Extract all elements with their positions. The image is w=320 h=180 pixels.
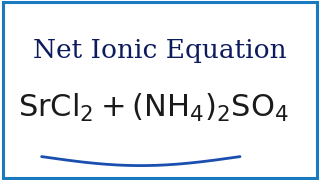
Text: Net Ionic Equation: Net Ionic Equation [33,38,287,63]
Text: $\mathrm{SrCl_2 + (NH_4)_2SO_4}$: $\mathrm{SrCl_2 + (NH_4)_2SO_4}$ [18,92,289,124]
